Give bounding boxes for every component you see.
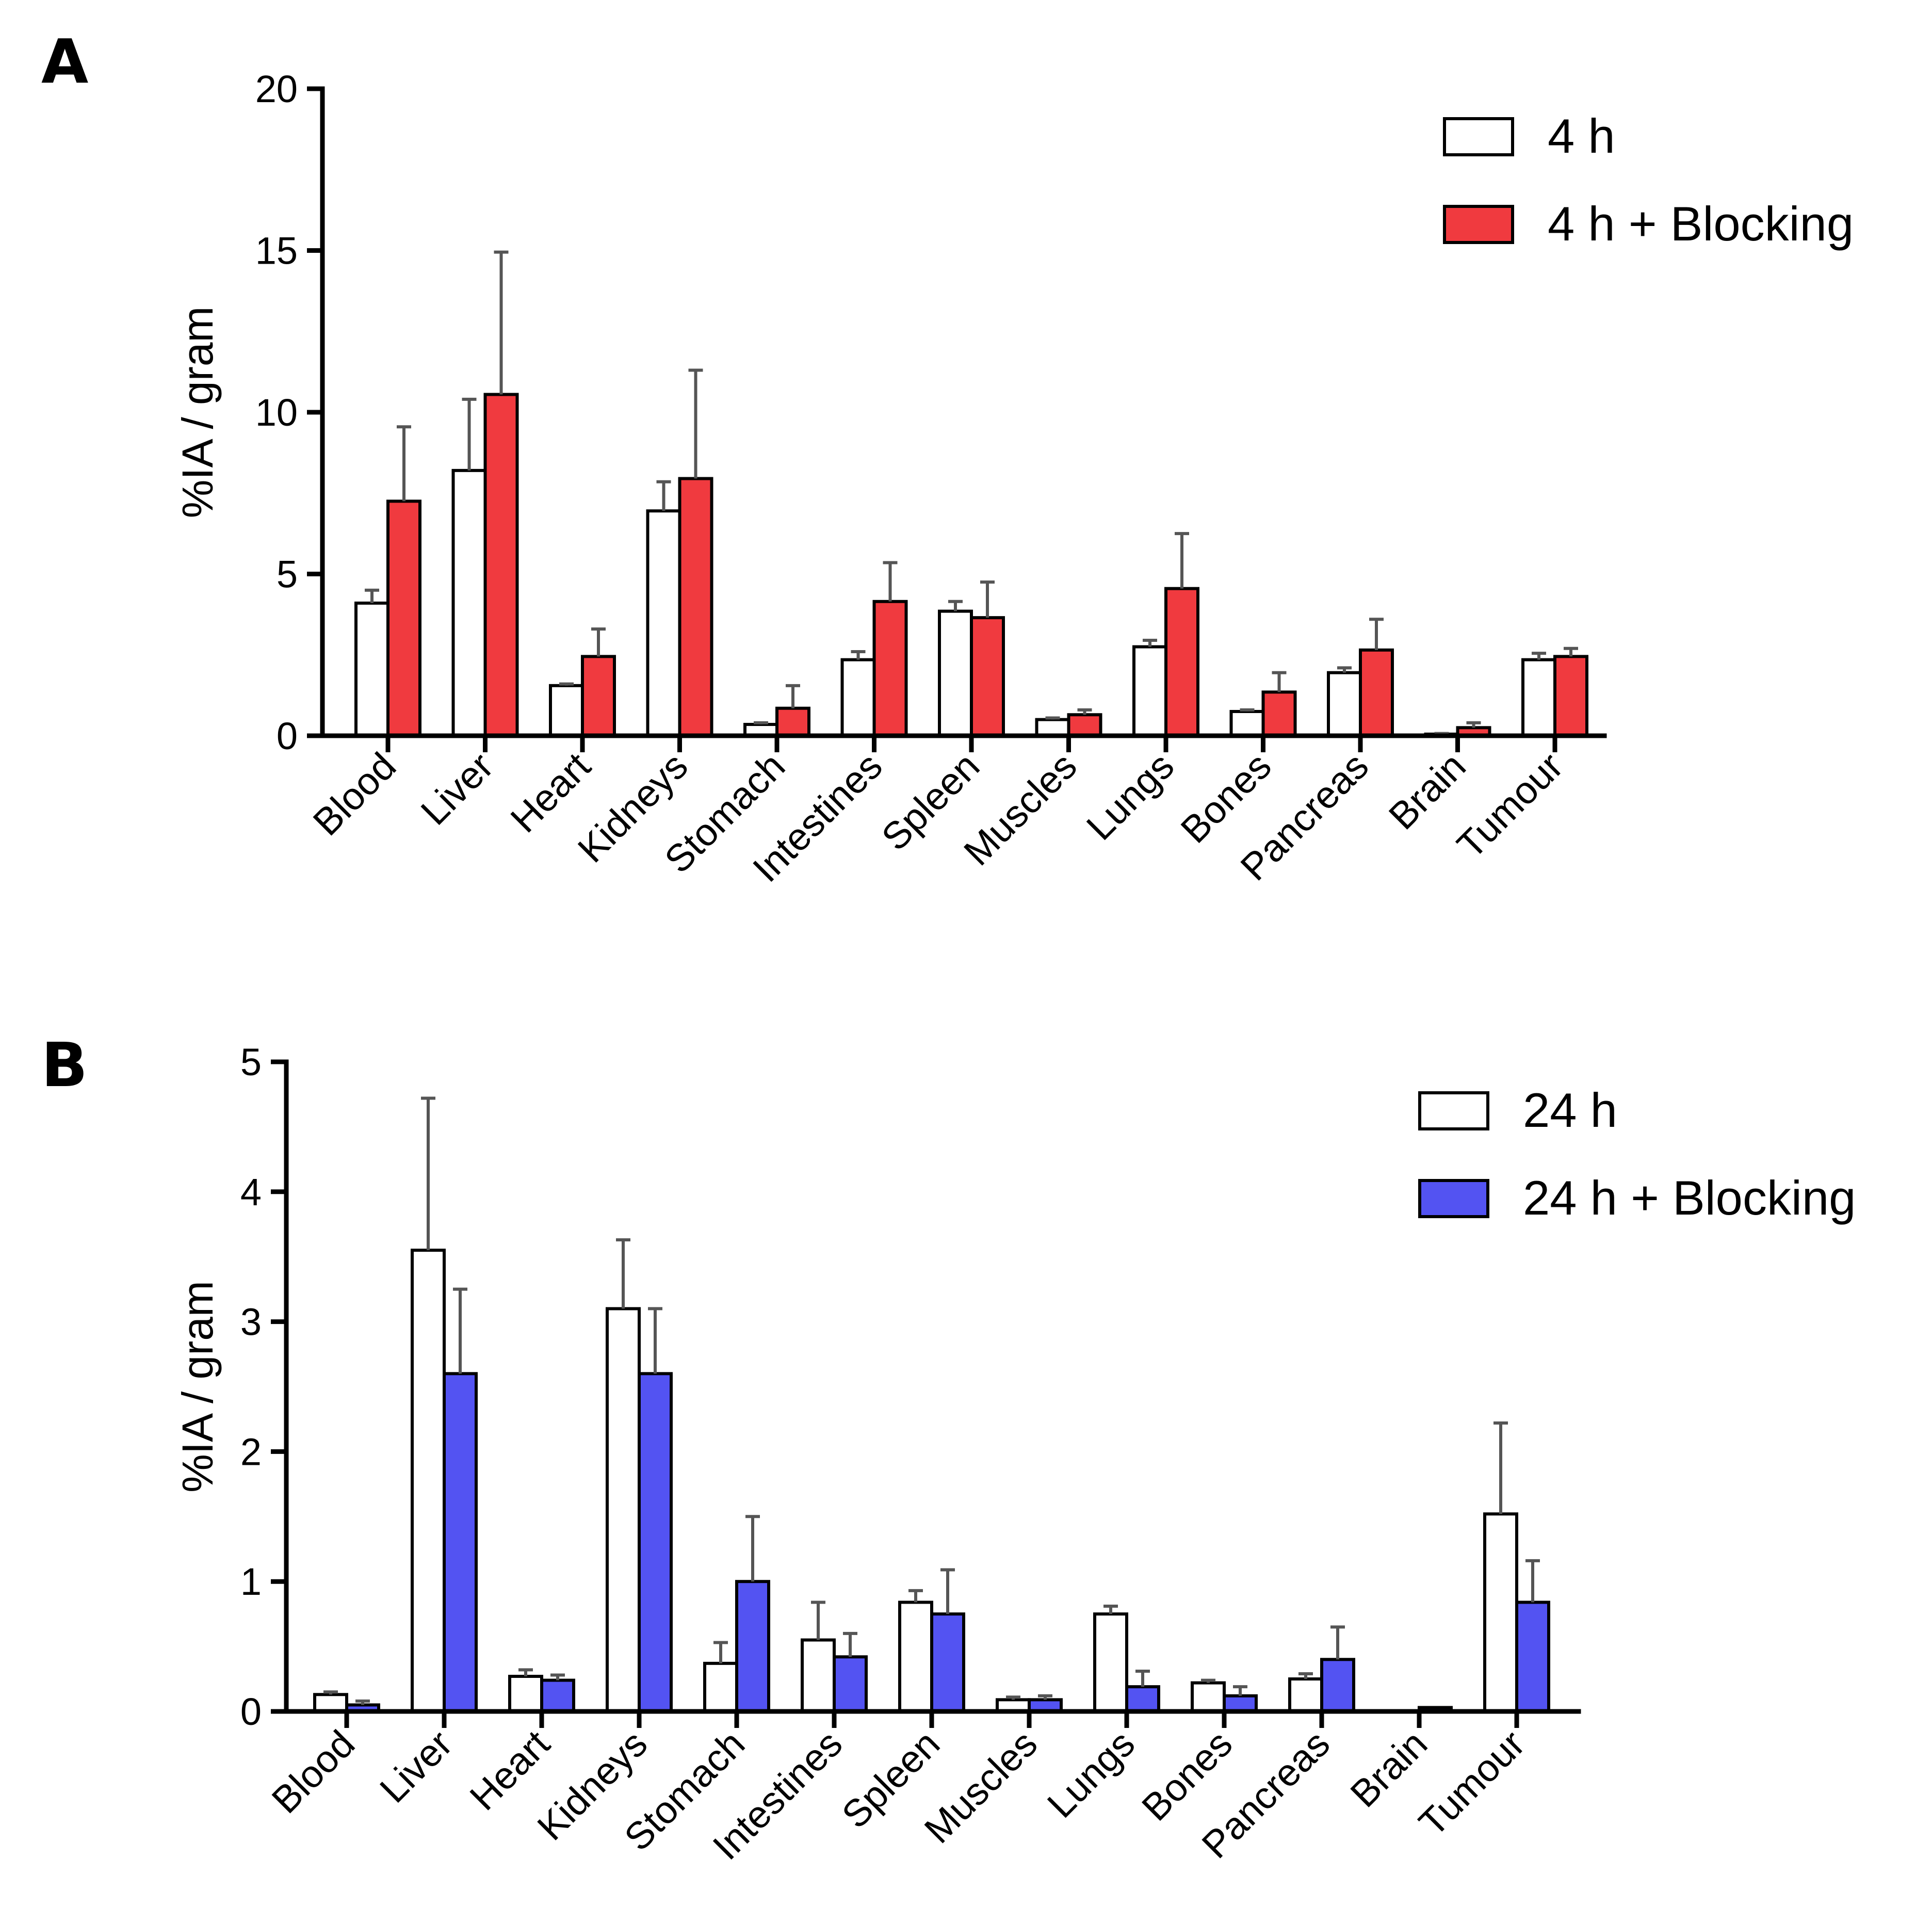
bar-tumour-series-0 [1521, 658, 1556, 738]
bar-liver-series-0 [411, 1249, 446, 1713]
bar-heart-series-0 [549, 684, 584, 737]
bar-spleen-series-0 [898, 1600, 933, 1713]
y-tick-label: 1 [240, 1560, 262, 1603]
y-tick-label: 15 [255, 230, 298, 272]
bar-lungs-series-1 [1164, 587, 1199, 737]
legend-swatch [1443, 205, 1514, 244]
y-tick-label: 0 [240, 1690, 262, 1733]
y-tick-label: 4 [240, 1171, 262, 1214]
x-tick-label: Lungs [1078, 745, 1182, 848]
legend-swatch [1418, 1179, 1489, 1218]
y-tick-label: 3 [240, 1301, 262, 1344]
y-tick-label: 5 [240, 1041, 262, 1084]
y-tick-label: 20 [255, 68, 298, 110]
legend-swatch [1418, 1091, 1489, 1130]
legend-label: 24 h + Blocking [1523, 1171, 1856, 1225]
y-tick-label: 10 [255, 391, 298, 434]
bar-intestines-series-0 [840, 658, 876, 738]
x-tick-label: Liver [371, 1722, 460, 1811]
y-tick-label: 2 [240, 1430, 262, 1473]
legend-label: 24 h [1523, 1083, 1617, 1137]
bar-blood-series-0 [354, 601, 389, 738]
bar-lungs-series-1 [1125, 1685, 1160, 1713]
bar-tumour-series-1 [1515, 1600, 1550, 1713]
bar-blood-series-0 [313, 1693, 348, 1713]
bar-bones-series-0 [1229, 709, 1265, 737]
bar-heart-series-0 [508, 1675, 543, 1713]
bar-lungs-series-0 [1132, 645, 1167, 737]
legend-swatch [1443, 117, 1514, 156]
bar-kidneys-series-1 [638, 1372, 673, 1713]
y-axis-label: %IA / gram [173, 306, 222, 519]
bar-intestines-series-1 [872, 600, 908, 738]
x-tick-label: Blood [305, 745, 404, 844]
bar-stomach-series-1 [735, 1580, 770, 1713]
bar-spleen-series-0 [938, 609, 973, 737]
x-tick-label: Tumour [1449, 745, 1571, 867]
x-tick-label: Brain [1342, 1722, 1435, 1816]
bar-muscles-series-0 [1035, 718, 1070, 738]
bar-liver-series-1 [443, 1372, 478, 1713]
bar-pancreas-series-0 [1327, 671, 1362, 737]
bar-kidneys-series-0 [646, 509, 681, 737]
panel-letter: A [41, 26, 88, 97]
bar-muscles-series-1 [1067, 713, 1102, 737]
y-axis-label: %IA / gram [173, 1281, 222, 1493]
x-tick-label: Blood [264, 1722, 363, 1822]
bar-bones-series-1 [1261, 690, 1297, 737]
bar-pancreas-series-1 [1320, 1658, 1355, 1713]
legend-label: 4 h + Blocking [1548, 197, 1854, 251]
bar-blood-series-1 [386, 499, 421, 737]
bar-kidneys-series-1 [678, 477, 713, 737]
bar-heart-series-1 [581, 655, 616, 738]
bar-pancreas-series-0 [1288, 1677, 1323, 1713]
bar-stomach-series-1 [775, 706, 810, 737]
y-tick-label: 5 [277, 553, 298, 596]
x-tick-label: Tumour [1410, 1722, 1533, 1845]
legend-label: 4 h [1548, 109, 1615, 163]
bar-tumour-series-1 [1553, 655, 1588, 738]
y-tick-label: 0 [277, 715, 298, 757]
bar-liver-series-0 [451, 468, 487, 737]
bar-liver-series-1 [483, 393, 519, 737]
x-tick-label: Liver [413, 745, 501, 833]
bar-pancreas-series-1 [1359, 648, 1394, 737]
bar-heart-series-1 [540, 1678, 575, 1713]
bar-bones-series-1 [1223, 1694, 1258, 1713]
panel-letter: B [41, 1029, 88, 1101]
x-tick-label: Brain [1381, 745, 1474, 838]
x-tick-label: Lungs [1039, 1722, 1143, 1826]
bar-stomach-series-0 [703, 1661, 738, 1713]
bar-spleen-series-1 [930, 1612, 965, 1713]
bar-kidneys-series-0 [606, 1307, 641, 1713]
bar-bones-series-0 [1191, 1681, 1226, 1713]
bar-intestines-series-1 [833, 1655, 868, 1713]
bar-tumour-series-0 [1483, 1512, 1518, 1713]
bar-spleen-series-1 [970, 616, 1005, 738]
bar-intestines-series-0 [801, 1638, 836, 1713]
bar-lungs-series-0 [1093, 1612, 1128, 1713]
